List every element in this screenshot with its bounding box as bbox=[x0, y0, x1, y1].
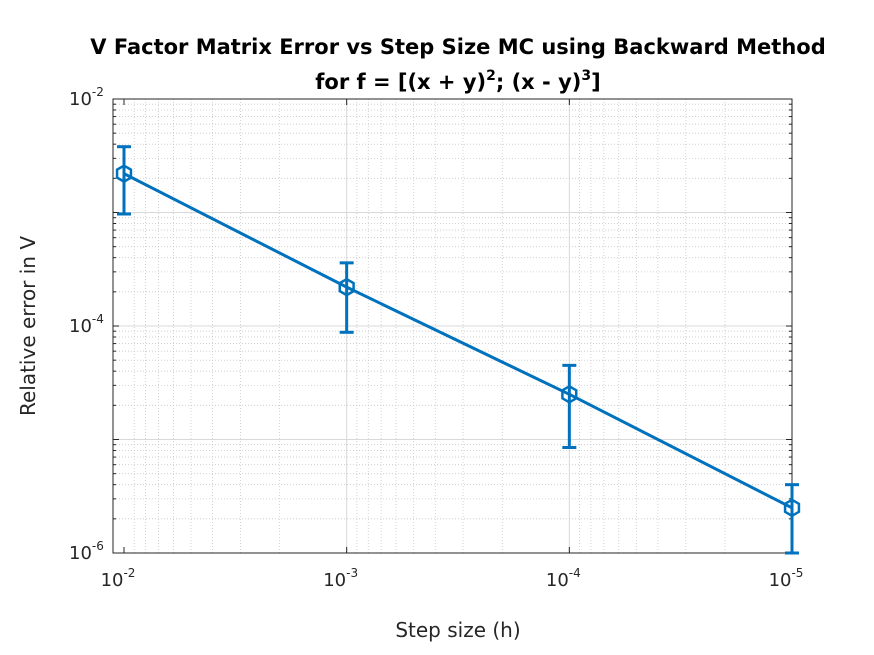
y-axis-label: Relative error in V bbox=[16, 236, 40, 416]
axes bbox=[112, 98, 793, 554]
tick-labels: 10-2 10-3 10-4 10-5 10-2 10-4 10-6 bbox=[69, 85, 803, 591]
grid bbox=[113, 99, 793, 554]
title-line2-suffix: ] bbox=[591, 70, 601, 94]
x-axis-label: Step size (h) bbox=[395, 618, 520, 642]
y-tick-label: 10-6 bbox=[69, 539, 104, 564]
y-tick-label: 10-4 bbox=[69, 312, 104, 337]
data-point-marker bbox=[338, 277, 355, 297]
chart-title-line2: for f = [(x + y)2; (x - y)3] bbox=[315, 68, 600, 94]
series-line bbox=[123, 172, 793, 510]
series bbox=[115, 145, 801, 555]
x-tick-label: 10-3 bbox=[323, 566, 358, 591]
data-point-marker bbox=[115, 164, 133, 184]
chart-title-line1: V Factor Matrix Error vs Step Size MC us… bbox=[90, 35, 825, 59]
data-point-marker bbox=[783, 498, 801, 518]
data-point-marker bbox=[561, 384, 578, 404]
title-line2-exp2: 3 bbox=[581, 68, 591, 84]
x-tick-label: 10-5 bbox=[769, 566, 804, 591]
title-line2-middle: ; (x - y) bbox=[496, 70, 581, 94]
y-tick-label: 10-2 bbox=[69, 85, 104, 110]
x-tick-label: 10-4 bbox=[546, 566, 581, 591]
title-line2-exp1: 2 bbox=[486, 68, 496, 84]
title-line2-prefix: for f = [(x + y) bbox=[315, 70, 486, 94]
x-tick-label: 10-2 bbox=[101, 566, 136, 591]
